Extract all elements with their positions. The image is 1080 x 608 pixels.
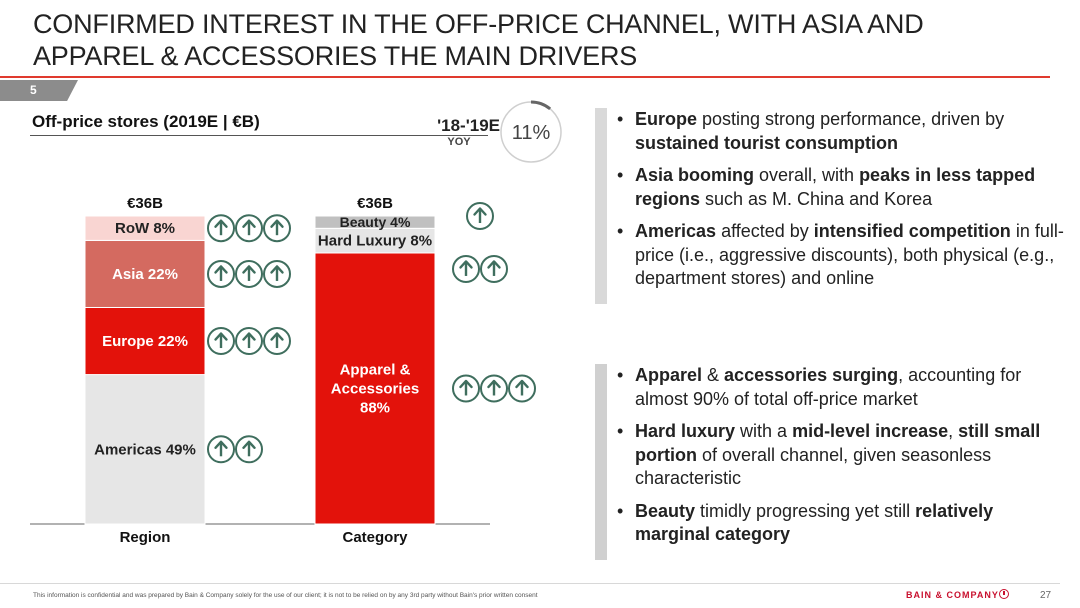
growth-gauge-value: 11% bbox=[512, 122, 551, 144]
bullet-panel-categories: Apparel & accessories surging, accountin… bbox=[595, 364, 1065, 564]
segment-label: Europe 22% bbox=[102, 333, 188, 350]
bullet-text-run: Asia booming bbox=[635, 165, 755, 185]
slide-title-line-1: CONFIRMED INTEREST IN THE OFF-PRICE CHAN… bbox=[33, 9, 924, 39]
x-category-label: Category bbox=[342, 529, 408, 546]
bullet-text-run: , bbox=[948, 421, 959, 441]
section-tab: 5 bbox=[0, 80, 78, 101]
growth-gauge-fill bbox=[530, 100, 552, 111]
bullet-text-run: relatively marginal category bbox=[635, 500, 994, 545]
bar-segment bbox=[314, 227, 436, 254]
growth-sub-label: YOY bbox=[447, 136, 471, 148]
bar-segment bbox=[84, 215, 206, 241]
bar-total-label: €36B bbox=[127, 195, 163, 212]
region-bullet-1: Europe posting strong performance, drive… bbox=[617, 108, 1065, 155]
growth-arrow-icon-head bbox=[242, 265, 256, 274]
bullet-text-run: intensified competition bbox=[813, 221, 1011, 241]
bullet-text-run: accessories surging bbox=[724, 365, 899, 385]
bar-segment bbox=[84, 239, 206, 308]
bullet-panel-regions: Europe posting strong performance, drive… bbox=[595, 108, 1065, 308]
bar-segment bbox=[314, 215, 436, 229]
growth-arrow-icon-head bbox=[242, 219, 256, 228]
off-price-stacked-bar-chart: Americas 49% Europe 22% Asia 22% RoW 8% €36B… bbox=[30, 100, 562, 546]
segment-label: Apparel & bbox=[340, 361, 411, 378]
brand-logo-icon bbox=[999, 589, 1009, 599]
region-bullet-3: Americas affected by intensified competi… bbox=[617, 220, 1065, 291]
segment-label: Beauty 4% bbox=[340, 214, 411, 230]
bar-segment bbox=[84, 374, 206, 525]
growth-arrow-icon-head bbox=[270, 265, 284, 274]
growth-arrow-icon-head bbox=[214, 440, 228, 449]
slide-title: CONFIRMED INTEREST IN THE OFF-PRICE CHAN… bbox=[33, 8, 1043, 72]
bullet-text-run: such as M. China and Korea bbox=[700, 188, 933, 209]
bullet-text-run: timidly progressing yet still bbox=[695, 500, 916, 521]
growth-arrow-icon-head bbox=[473, 207, 487, 216]
chart-title: Off-price stores (2019E | €B) bbox=[32, 112, 260, 131]
bullet-text-run: affected by bbox=[716, 221, 814, 241]
bullet-text-run: Apparel bbox=[635, 365, 703, 385]
bullet-text-run: posting strong performance, driven by bbox=[697, 109, 1005, 129]
growth-arrow-icon-head bbox=[515, 379, 529, 389]
title-divider bbox=[0, 76, 1050, 78]
x-category-label: Region bbox=[120, 529, 171, 546]
bullet-text-run: still small portion bbox=[635, 421, 1041, 465]
bullet-text-run: overall, with bbox=[754, 165, 860, 185]
bullet-text-run: of overall channel, given seasonless cha… bbox=[635, 444, 992, 489]
bullet-panel-bar bbox=[595, 364, 607, 560]
growth-arrow-icon-head bbox=[214, 332, 228, 341]
growth-arrow-icon-head bbox=[242, 332, 256, 341]
growth-arrow-icon-head bbox=[214, 265, 228, 274]
slide-title-line-2: APPAREL & ACCESSORIES THE MAIN DRIVERS bbox=[33, 41, 638, 71]
growth-arrow-icon-head bbox=[214, 219, 228, 228]
chart-title-divider bbox=[30, 135, 488, 136]
segment-label: 88% bbox=[360, 399, 390, 416]
bullet-list-regions: Europe posting strong performance, drive… bbox=[595, 108, 1065, 291]
growth-arrow-icon-head bbox=[487, 379, 501, 389]
bullet-text-run: with a bbox=[735, 421, 793, 441]
bar-segment bbox=[84, 306, 206, 376]
footer-divider bbox=[0, 583, 1060, 584]
page-number: 27 bbox=[1040, 590, 1052, 601]
bar-total-label: €36B bbox=[357, 195, 393, 212]
segment-label: Americas 49% bbox=[94, 441, 196, 458]
category-bullet-3: Beauty timidly progressing yet still rel… bbox=[617, 500, 1065, 547]
category-bullet-1: Apparel & accessories surging, accountin… bbox=[617, 364, 1065, 411]
brand-name: BAIN & COMPANY bbox=[906, 590, 999, 600]
bullet-text-run: Europe bbox=[635, 109, 698, 129]
bullet-text-run: & bbox=[702, 365, 725, 385]
growth-arrow-icon-head bbox=[270, 332, 284, 341]
growth-arrow-icon-head bbox=[487, 260, 501, 269]
bar-segment bbox=[314, 252, 436, 525]
growth-arrow-icon-head bbox=[459, 379, 473, 389]
bullet-text-run: Hard luxury bbox=[635, 421, 736, 441]
bullet-text-run: , accounting for almost 90% of total off… bbox=[635, 365, 1022, 409]
growth-period-label: '18-'19E bbox=[437, 116, 500, 135]
bullet-text-run: peaks in less tapped regions bbox=[635, 165, 1036, 209]
confidentiality-footnote: This information is confidential and was… bbox=[33, 592, 538, 599]
section-number: 5 bbox=[30, 83, 37, 97]
growth-arrow-icon-head bbox=[459, 260, 473, 269]
bullet-text-run: Beauty bbox=[635, 500, 696, 521]
growth-arrow-icon-head bbox=[242, 440, 256, 449]
bullet-panel-bar bbox=[595, 108, 607, 304]
segment-label: Asia 22% bbox=[112, 266, 178, 283]
region-bullet-2: Asia booming overall, with peaks in less… bbox=[617, 164, 1065, 211]
bullet-text-run: mid-level increase bbox=[792, 421, 949, 441]
segment-label: Hard Luxury 8% bbox=[318, 233, 432, 250]
growth-arrow-icon-head bbox=[270, 219, 284, 228]
segment-label: RoW 8% bbox=[115, 220, 175, 237]
bullet-list-categories: Apparel & accessories surging, accountin… bbox=[595, 364, 1065, 547]
bullet-text-run: sustained tourist consumption bbox=[635, 132, 899, 153]
bullet-text-run: Americas bbox=[635, 221, 717, 241]
category-bullet-2: Hard luxury with a mid-level increase, s… bbox=[617, 420, 1065, 491]
bullet-text-run: in full-price (i.e., aggressive discount… bbox=[635, 221, 1064, 288]
segment-label: Accessories bbox=[331, 380, 419, 397]
